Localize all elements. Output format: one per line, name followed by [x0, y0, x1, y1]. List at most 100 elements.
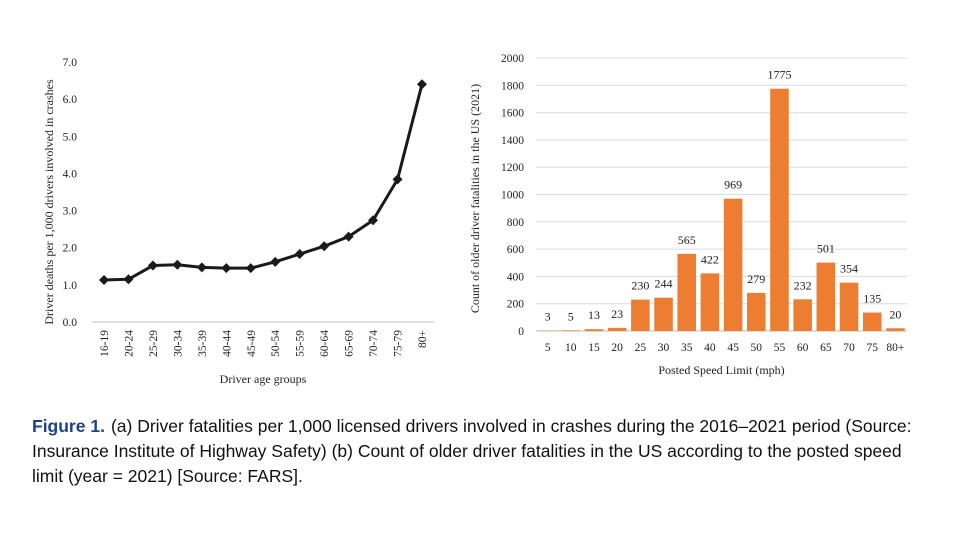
left-y-tick-label: 7.0 [63, 57, 78, 69]
right-data-label: 135 [863, 292, 881, 306]
right-data-label: 244 [655, 277, 673, 291]
right-y-tick-label: 1000 [501, 190, 524, 202]
right-x-tick-label: 15 [588, 342, 600, 354]
right-data-label: 5 [568, 309, 574, 323]
right-bar [886, 328, 905, 331]
left-y-tick-labels: 0.0 1.0 2.0 3.0 4.0 5.0 6.0 7.0 [63, 57, 78, 329]
right-x-tick-label: 55 [774, 342, 786, 354]
caption-text: (a) Driver fatalities per 1,000 licensed… [32, 416, 912, 486]
right-y-axis-title: Count of older driver fatalities in the … [468, 84, 482, 313]
left-y-axis-title: Driver deaths per 1,000 drivers involved… [42, 79, 56, 325]
right-x-tick-label: 65 [820, 342, 832, 354]
left-y-tick-label: 3.0 [63, 206, 78, 218]
left-y-tick-label: 6.0 [63, 94, 78, 106]
right-x-tick-label: 45 [727, 342, 739, 354]
right-data-label: 422 [701, 252, 719, 266]
figure-caption: Figure 1. (a) Driver fatalities per 1,000… [32, 414, 932, 489]
right-series [538, 88, 905, 332]
right-x-tick-label: 5 [545, 342, 551, 354]
right-data-label: 230 [631, 279, 649, 293]
left-x-tick-label: 60-64 [319, 330, 331, 357]
right-data-label: 1775 [767, 68, 791, 82]
left-data-point [294, 249, 305, 260]
right-bar [816, 262, 836, 331]
right-y-tick-label: 1800 [501, 80, 524, 92]
right-data-label: 20 [889, 307, 901, 321]
left-x-tick-label: 40-44 [221, 330, 233, 357]
left-data-point [392, 174, 403, 185]
left-data-point [196, 262, 207, 273]
right-bar [631, 299, 650, 331]
left-x-tick-label: 50-54 [270, 330, 282, 357]
left-data-point [368, 215, 379, 226]
right-bar [862, 312, 882, 331]
right-bar [770, 88, 789, 332]
right-bar [747, 292, 766, 331]
right-data-label: 232 [794, 278, 812, 292]
right-bar [839, 282, 859, 331]
left-x-tick-label: 75-79 [393, 330, 405, 357]
left-series [99, 79, 427, 286]
right-data-label: 501 [817, 242, 835, 256]
left-x-tick-label: 55-59 [295, 330, 307, 357]
right-data-label: 13 [588, 308, 600, 322]
right-bar [723, 198, 743, 331]
right-data-label: 354 [840, 262, 858, 276]
left-x-tick-labels: 16-19 20-24 25-29 30-34 35-39 40-44 45-49 50-54… [99, 330, 429, 357]
right-y-tick-label: 600 [507, 244, 525, 256]
left-data-point [221, 263, 232, 274]
right-bar [654, 297, 673, 331]
left-series-line [103, 83, 424, 282]
right-x-tick-label: 30 [658, 342, 670, 354]
left-x-tick-label: 30-34 [172, 330, 184, 357]
left-y-tick-label: 4.0 [63, 168, 78, 180]
right-data-label: 3 [545, 310, 551, 324]
right-x-tick-labels: 5 10 15 20 25 30 35 40 45 50 55 60 65 70 75 80+ [545, 342, 905, 354]
right-x-axis-title: Posted Speed Limit (mph) [658, 363, 784, 377]
right-y-tick-label: 400 [507, 271, 525, 283]
caption-label: Figure 1. [32, 416, 105, 436]
right-bar [607, 327, 627, 331]
right-x-tick-label: 20 [611, 342, 623, 354]
right-bar [677, 253, 696, 331]
right-x-tick-label: 75 [866, 342, 878, 354]
right-x-tick-label: 10 [565, 342, 577, 354]
left-data-point [147, 260, 158, 271]
left-y-tick-label: 1.0 [63, 280, 78, 292]
left-x-tick-label: 20-24 [123, 330, 135, 357]
right-data-label: 969 [724, 178, 742, 192]
left-data-point [319, 241, 330, 252]
right-y-tick-label: 200 [507, 299, 525, 311]
left-y-tick-label: 2.0 [63, 243, 78, 255]
figure-canvas: 0.0 1.0 2.0 3.0 4.0 5.0 6.0 7.0 16-19 20-24 25-29… [42, 53, 907, 386]
left-data-point [270, 256, 281, 267]
right-y-tick-label: 1400 [501, 135, 524, 147]
right-y-tick-labels: 0 200 400 600 800 1000 1200 1400 1600 1800 2000 [501, 53, 524, 338]
left-y-tick-label: 5.0 [63, 131, 78, 143]
right-y-tick-label: 2000 [501, 53, 524, 65]
left-line-chart: 0.0 1.0 2.0 3.0 4.0 5.0 6.0 7.0 16-19 20-24 25-29… [42, 57, 434, 386]
left-x-tick-label: 16-19 [99, 330, 111, 357]
right-bar [584, 329, 604, 331]
right-x-tick-label: 80+ [886, 342, 904, 354]
right-bar [700, 273, 720, 331]
left-x-tick-label: 35-39 [197, 330, 209, 357]
right-data-label: 23 [611, 307, 623, 321]
left-data-point [99, 275, 109, 286]
right-x-tick-label: 35 [681, 342, 693, 354]
right-x-tick-label: 70 [843, 342, 855, 354]
left-data-point [417, 79, 427, 90]
left-y-tick-label: 0.0 [63, 317, 78, 329]
right-data-labels: 3 5 13 23 230 244 565 422 969 279 1775 232 501 354 135… [545, 68, 902, 324]
right-bar [561, 330, 581, 331]
left-x-tick-label: 65-69 [344, 330, 356, 357]
right-data-label: 565 [678, 233, 696, 247]
right-y-tick-label: 1200 [501, 162, 524, 174]
right-y-tick-label: 1600 [501, 108, 524, 120]
right-y-tick-label: 0 [518, 326, 524, 338]
right-y-tick-label: 800 [507, 217, 525, 229]
left-data-point [343, 231, 354, 242]
right-data-label: 279 [747, 272, 765, 286]
right-x-tick-label: 25 [635, 342, 647, 354]
